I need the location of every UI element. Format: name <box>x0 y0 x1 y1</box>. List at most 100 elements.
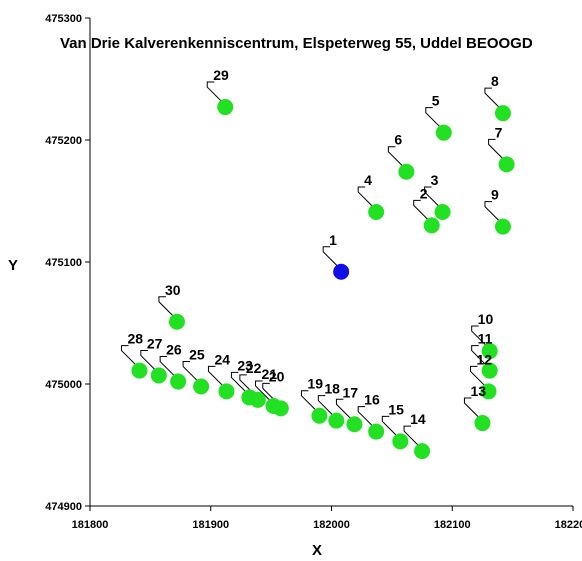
point-label: 9 <box>491 187 499 203</box>
receptor-point <box>494 218 511 235</box>
point-label: 15 <box>388 401 404 417</box>
receptor-point <box>193 378 210 395</box>
receptor-point <box>328 412 345 429</box>
point-leader-line <box>425 107 442 129</box>
y-tick-label: 475100 <box>45 257 82 269</box>
point-label: 22 <box>246 360 262 376</box>
point-leader-line <box>413 199 430 221</box>
point-23: 23 <box>230 357 258 406</box>
point-18: 18 <box>317 381 345 429</box>
point-leader-line <box>255 380 271 402</box>
point-7: 7 <box>488 124 515 173</box>
point-leader-line <box>403 425 420 447</box>
receptor-point <box>131 362 148 379</box>
y-tick-label: 475000 <box>45 379 82 391</box>
point-1: 1 <box>322 232 350 280</box>
receptor-point <box>311 407 328 424</box>
point-16: 16 <box>357 392 385 440</box>
point-2: 2 <box>413 185 440 234</box>
point-leader-line <box>159 356 176 377</box>
receptor-point <box>218 383 235 400</box>
point-label: 27 <box>147 335 163 351</box>
point-label: 26 <box>166 342 182 358</box>
y-axis-label: Y <box>8 257 18 274</box>
x-tick-label: 181800 <box>72 519 109 531</box>
point-label: 24 <box>214 351 230 367</box>
point-leader-line <box>206 81 223 103</box>
point-15: 15 <box>381 401 409 450</box>
point-30: 30 <box>158 282 185 330</box>
point-10: 10 <box>471 311 498 360</box>
point-label: 19 <box>307 376 323 392</box>
point-label: 14 <box>410 411 426 427</box>
receptor-point <box>434 203 451 220</box>
point-26: 26 <box>159 342 187 390</box>
receptor-point <box>423 217 440 234</box>
point-9: 9 <box>484 187 511 235</box>
y-tick-label: 475300 <box>45 13 82 25</box>
receptor-point <box>398 163 415 180</box>
receptor-point <box>480 383 497 400</box>
point-27: 27 <box>140 335 167 384</box>
point-3: 3 <box>424 172 451 220</box>
point-21: 21 <box>255 366 282 414</box>
point-leader-line <box>469 365 486 387</box>
point-leader-line <box>317 395 334 416</box>
point-label: 18 <box>324 381 340 397</box>
receptor-point <box>435 124 452 141</box>
receptor-point <box>481 343 498 360</box>
receptor-point <box>368 203 385 220</box>
point-leader-line <box>182 360 199 382</box>
point-label: 28 <box>128 331 144 347</box>
point-leader-line <box>335 398 352 420</box>
y-tick-label: 474900 <box>45 501 82 513</box>
point-leader-line <box>381 415 398 437</box>
y-tick-label: 475200 <box>45 135 82 147</box>
receptor-point <box>481 362 498 379</box>
point-leader-line <box>463 397 480 419</box>
point-13: 13 <box>463 383 491 432</box>
point-leader-line <box>357 406 374 427</box>
point-24: 24 <box>207 351 235 400</box>
point-leader-line <box>262 382 279 404</box>
point-label: 5 <box>432 93 440 109</box>
point-leader-line <box>471 345 488 366</box>
point-leader-line <box>424 186 440 208</box>
point-leader-line <box>484 201 501 222</box>
point-label: 16 <box>364 392 380 408</box>
x-axis-label: X <box>312 542 322 559</box>
receptor-point <box>170 373 187 390</box>
receptor-point <box>414 443 431 460</box>
point-label: 17 <box>342 384 358 400</box>
point-12: 12 <box>469 351 497 400</box>
point-leader-line <box>484 87 501 109</box>
receptor-point <box>368 423 385 440</box>
receptor-point <box>168 313 185 330</box>
chart-title: Van Drie Kalverenkenniscentrum, Elspeter… <box>60 35 533 52</box>
point-6: 6 <box>387 132 415 180</box>
x-tick-label: 181900 <box>192 519 229 531</box>
point-label: 12 <box>476 351 492 367</box>
receptor-point <box>392 433 409 450</box>
point-leader-line <box>357 186 374 208</box>
point-leader-line <box>230 371 247 393</box>
receptor-point <box>494 105 511 122</box>
point-28: 28 <box>121 331 148 379</box>
point-label: 7 <box>495 124 503 140</box>
receptor-point <box>150 367 167 384</box>
point-label: 6 <box>394 132 402 148</box>
point-leader-line <box>140 349 157 371</box>
receptor-point <box>498 156 515 173</box>
point-leader-line <box>207 365 224 387</box>
point-label: 4 <box>364 172 372 188</box>
point-leader-line <box>488 138 504 160</box>
point-label: 21 <box>262 366 278 382</box>
point-label: 11 <box>478 331 493 347</box>
x-tick-label: 182100 <box>434 519 471 531</box>
point-5: 5 <box>425 93 452 141</box>
point-label: 10 <box>478 311 494 327</box>
point-4: 4 <box>357 172 385 220</box>
point-19: 19 <box>300 376 328 424</box>
